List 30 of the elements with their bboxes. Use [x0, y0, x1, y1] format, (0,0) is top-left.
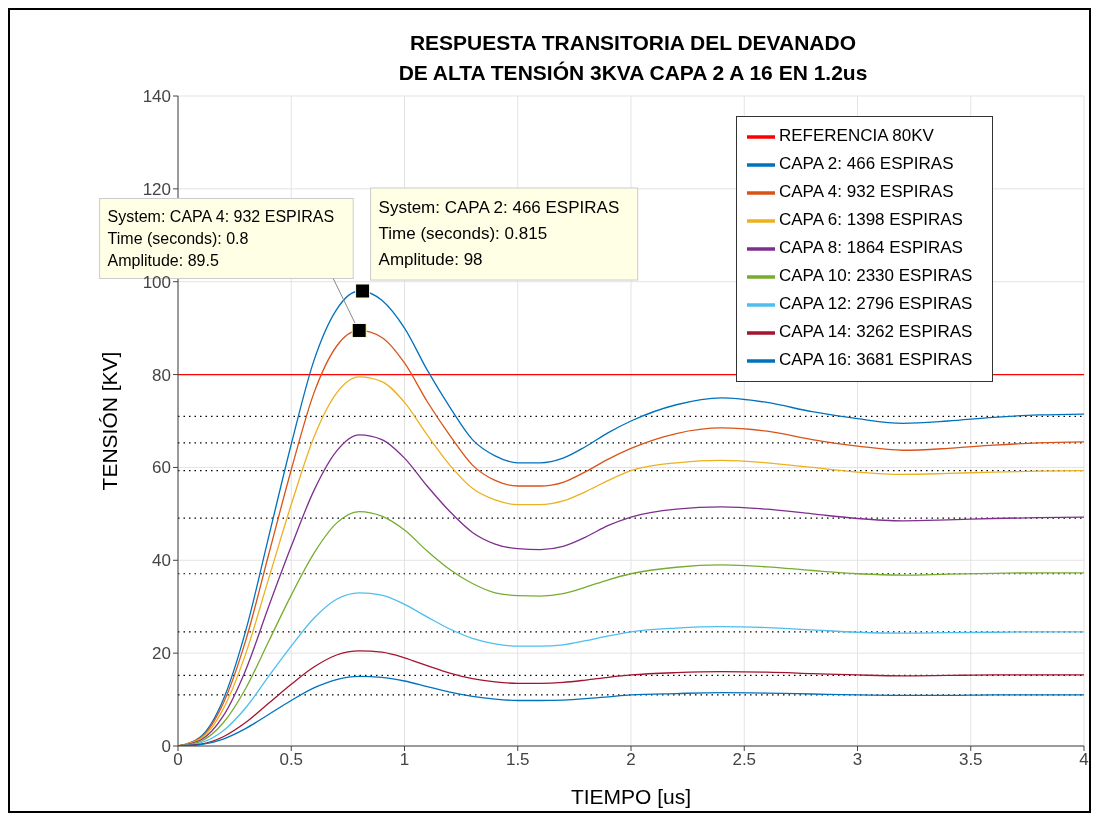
x-tick-label: 4	[1079, 750, 1089, 770]
x-tick-label: 3	[852, 750, 863, 770]
y-tick-label: 0	[161, 737, 171, 757]
y-tick-label: 100	[142, 272, 171, 292]
legend-label: CAPA 16: 3681 ESPIRAS	[779, 350, 973, 370]
x-tick-label: 1.5	[505, 750, 530, 770]
x-tick-label: 2	[626, 750, 636, 770]
y-tick-label: 20	[152, 644, 171, 664]
y-tick-label: 120	[142, 179, 171, 199]
y-tick-label: 80	[152, 365, 171, 385]
legend-label: CAPA 8: 1864 ESPIRAS	[779, 238, 963, 258]
legend-label: CAPA 10: 2330 ESPIRAS	[779, 266, 973, 286]
chart-title: RESPUESTA TRANSITORIA DEL DEVANADO DE ALTA TENSIÓN 3KVA CAPA 2 A 16 EN 1.2us	[397, 30, 869, 86]
legend-label: CAPA 4: 932 ESPIRAS	[779, 182, 954, 202]
x-tick-label: 1	[399, 750, 410, 770]
y-axis-title: TENSIÓN [KV]	[98, 351, 122, 491]
x-axis-title: TIEMPO [us]	[570, 785, 692, 808]
legend-label: CAPA 12: 2796 ESPIRAS	[779, 294, 973, 314]
x-tick-label: 3.5	[958, 750, 983, 770]
y-tick-label: 140	[142, 87, 171, 107]
annotation: System: CAPA 2: 466 ESPIRAS Time (seconds): 0.815 Amplitude: 98	[378, 198, 620, 269]
x-tick-label: 0.5	[279, 750, 304, 770]
legend-label: CAPA 2: 466 ESPIRAS	[779, 154, 954, 174]
legend-label: REFERENCIA 80KV	[779, 126, 934, 146]
y-tick-label: 40	[152, 551, 171, 571]
annotation: System: CAPA 4: 932 ESPIRAS Time (seconds): 0.8 Amplitude: 89.5	[107, 208, 335, 270]
y-tick-label: 60	[152, 458, 171, 478]
legend-label: CAPA 14: 3262 ESPIRAS	[779, 322, 973, 342]
legend-label: CAPA 6: 1398 ESPIRAS	[779, 210, 963, 230]
x-tick-label: 2.5	[732, 750, 757, 770]
